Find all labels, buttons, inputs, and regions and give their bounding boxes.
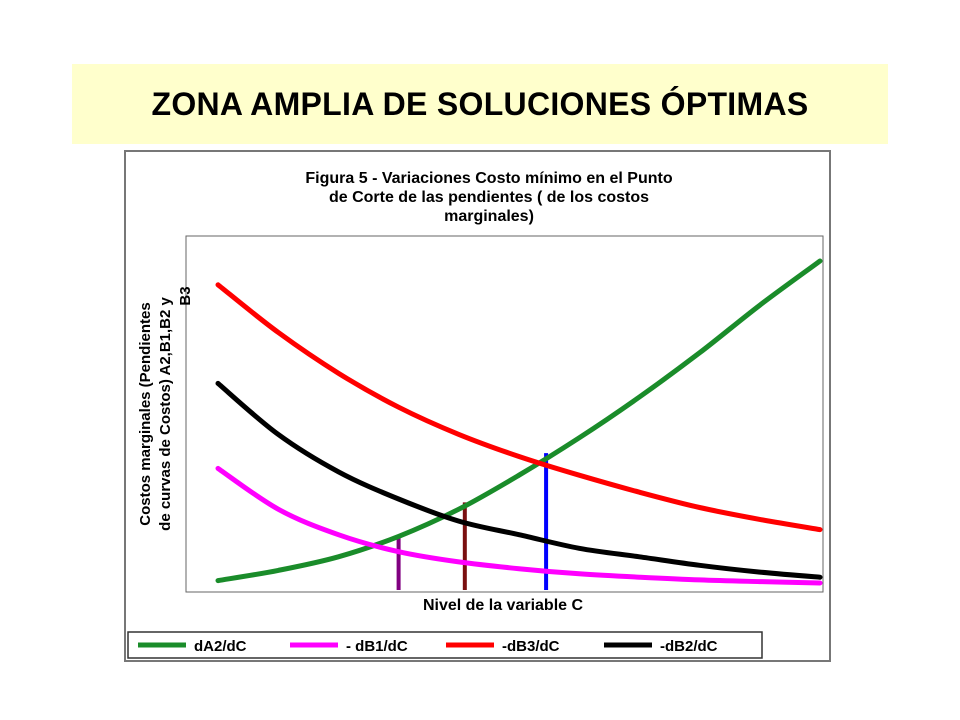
- series-layer: [215, 258, 823, 586]
- series-line-1: [215, 258, 823, 584]
- chart-title-line-2: de Corte de las pendientes ( de los cost…: [329, 189, 649, 206]
- slide-title-band: ZONA AMPLIA DE SOLUCIONES ÓPTIMAS: [72, 64, 888, 144]
- chart-title-line-3: marginales): [444, 208, 534, 225]
- slide-title: ZONA AMPLIA DE SOLUCIONES ÓPTIMAS: [151, 85, 809, 122]
- legend-label-3: -dB3/dC: [502, 638, 560, 655]
- legend: dA2/dC - dB1/dC -dB3/dC -dB2/dC: [138, 638, 718, 655]
- legend-label-1: dA2/dC: [194, 638, 247, 655]
- legend-label-2: - dB1/dC: [346, 638, 408, 655]
- y-label-line-2: de curvas de Costos) A2,B1,B2 y: [157, 297, 174, 531]
- y-label-line-1: Costos marginales (Pendientes: [137, 302, 154, 525]
- chart-frame: Figura 5 - Variaciones Costo mínimo en e…: [124, 150, 831, 662]
- series-line-3: [215, 282, 823, 533]
- legend-box: [127, 631, 763, 659]
- plot-area: [185, 235, 824, 593]
- legend-label-4: -dB2/dC: [660, 638, 718, 655]
- x-axis-label: Nivel de la variable C: [423, 597, 584, 614]
- y-label-line-3: B3: [177, 286, 194, 305]
- chart-title-line-1: Figura 5 - Variaciones Costo mínimo en e…: [305, 170, 672, 187]
- chart-svg: Figura 5 - Variaciones Costo mínimo en e…: [127, 170, 824, 659]
- series-line-2: [215, 465, 823, 586]
- y-axis-label: Costos marginales (Pendientes de curvas …: [137, 286, 194, 530]
- marker-layer: [396, 453, 549, 590]
- series-line-4: [215, 380, 823, 580]
